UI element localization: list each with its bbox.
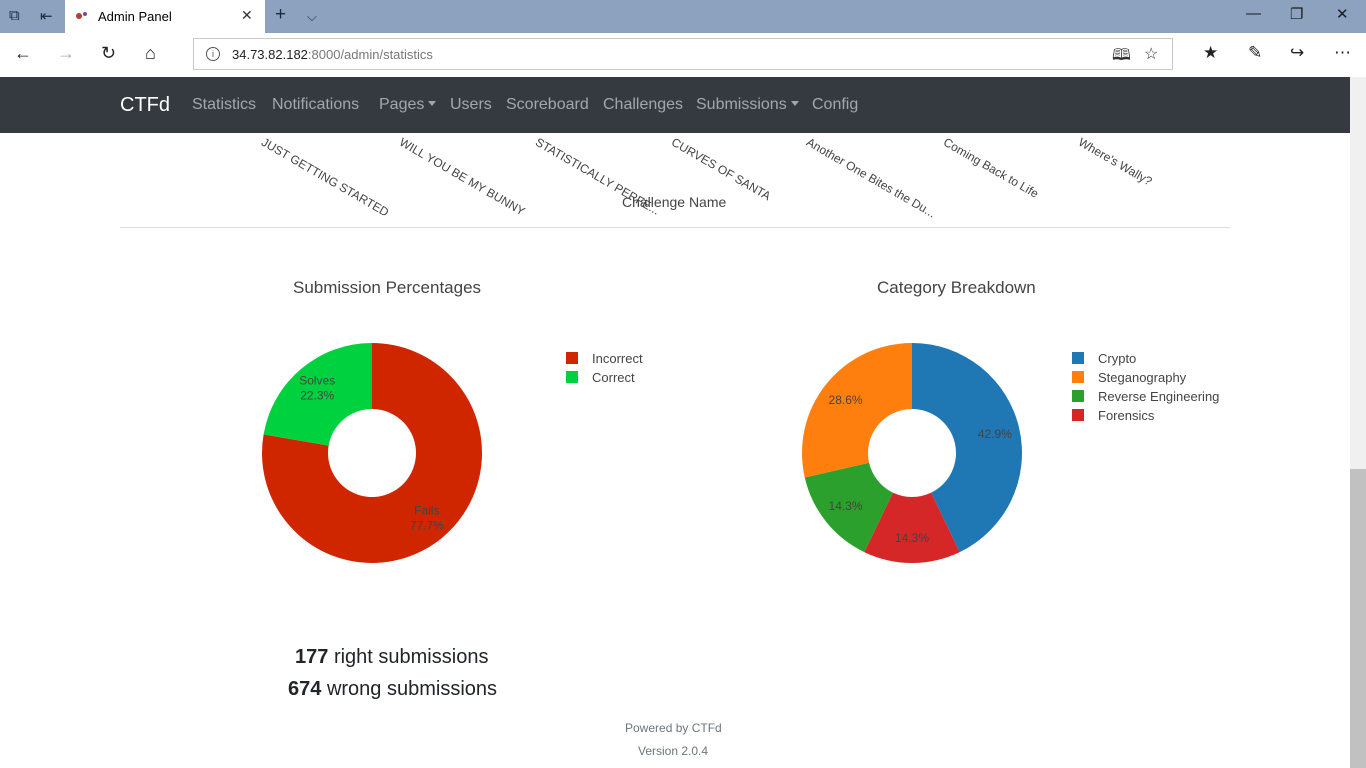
legend-item-incorrect[interactable]: Incorrect xyxy=(566,351,643,366)
legend-swatch xyxy=(1072,371,1084,383)
pie-slice-steganography[interactable] xyxy=(802,343,912,478)
site-info-icon[interactable]: i xyxy=(206,47,220,61)
x-tick-label: Another One Bites the Du... xyxy=(804,135,939,221)
browser-tab-active[interactable]: Admin Panel ✕ xyxy=(65,0,265,33)
page-scrollbar[interactable] xyxy=(1350,77,1366,768)
legend-item-reverse-engineering[interactable]: Reverse Engineering xyxy=(1072,389,1219,404)
pie-slice-label: 14.3% xyxy=(895,531,929,545)
x-tick-label: WILL YOU BE MY BUNNY xyxy=(397,135,528,219)
wrong-submissions-stat: 674 wrong submissions xyxy=(288,678,498,700)
pie-slice-label: 28.6% xyxy=(829,393,863,407)
legend-item-crypto[interactable]: Crypto xyxy=(1072,351,1136,366)
chevron-down-icon xyxy=(428,101,437,106)
share-icon[interactable]: ↪ xyxy=(1290,43,1305,62)
chevron-down-icon xyxy=(790,101,799,106)
pie-slice-solves[interactable] xyxy=(263,343,372,446)
nav-statistics[interactable]: Statistics xyxy=(192,96,257,113)
chart-title-submissions: Submission Percentages xyxy=(293,278,482,297)
legend-swatch xyxy=(1072,409,1084,421)
tab-list-chevron-icon[interactable]: ⌵ xyxy=(307,9,317,24)
refresh-icon[interactable]: ↻ xyxy=(101,43,117,63)
scrollbar-thumb[interactable] xyxy=(1350,469,1366,768)
url-field[interactable]: i 34.73.82.182:8000/admin/statistics 🕮 ☆ xyxy=(193,38,1173,70)
ctfd-navbar: CTFd Statistics Notifications Pages User… xyxy=(0,77,1350,133)
pen-notes-icon[interactable]: ✎ xyxy=(1248,43,1263,62)
legend-item-steganography[interactable]: Steganography xyxy=(1072,370,1186,385)
forward-icon[interactable]: → xyxy=(57,43,75,63)
section-divider xyxy=(120,227,1230,228)
nav-users[interactable]: Users xyxy=(450,96,492,113)
pie-slice-label: Fails xyxy=(414,503,439,517)
favorite-star-icon[interactable]: ☆ xyxy=(1144,46,1159,63)
pie-slice-forensics[interactable] xyxy=(864,492,960,563)
favorites-hub-icon[interactable]: ★ xyxy=(1203,43,1219,62)
tab-title: Admin Panel xyxy=(98,9,172,24)
nav-notifications[interactable]: Notifications xyxy=(272,96,360,113)
restore-icon[interactable]: ❐ xyxy=(1290,6,1304,23)
x-tick-label: JUST GETTING STARTED xyxy=(259,135,392,220)
pie-slice-label: Solves xyxy=(299,374,335,388)
legend-swatch xyxy=(1072,352,1084,364)
x-axis-title: Challenge Name xyxy=(622,194,727,210)
pie-slice-label: 14.3% xyxy=(829,499,863,513)
category-breakdown-donut: 42.9% 14.3% 14.3% 28.6% xyxy=(802,343,1022,563)
right-submissions-stat: 177 right submissions xyxy=(295,646,489,668)
footer-powered-by[interactable]: Powered by CTFd xyxy=(625,721,722,735)
url-text: 34.73.82.182:8000/admin/statistics xyxy=(232,47,433,62)
home-icon[interactable]: ⌂ xyxy=(145,43,156,63)
minimize-icon[interactable]: — xyxy=(1246,5,1261,22)
nav-challenges[interactable]: Challenges xyxy=(603,96,684,113)
close-window-icon[interactable]: ✕ xyxy=(1336,6,1349,23)
legend-swatch xyxy=(566,371,578,383)
footer-version: Version 2.0.4 xyxy=(638,744,709,758)
browser-tab-bar: ⧉ ⇤ Admin Panel ✕ + ⌵ — ❐ ✕ xyxy=(0,0,1366,33)
legend-item-forensics[interactable]: Forensics xyxy=(1072,408,1154,423)
back-icon[interactable]: ← xyxy=(14,43,32,63)
x-tick-label: CURVES OF SANTA xyxy=(669,135,774,204)
nav-submissions[interactable]: Submissions xyxy=(696,96,799,114)
more-menu-icon[interactable]: ⋯ xyxy=(1334,43,1351,62)
pie-slice-crypto[interactable] xyxy=(912,343,1022,553)
x-tick-label: Where's Wally? xyxy=(1076,135,1155,189)
tab-manager-icon[interactable]: ⧉ xyxy=(9,7,20,24)
pie-slice-label: 42.9% xyxy=(978,427,1012,441)
chart-title-categories: Category Breakdown xyxy=(877,278,1036,297)
pie-slice-fails[interactable] xyxy=(262,343,482,563)
address-toolbar: ← → ↻ ⌂ i 34.73.82.182:8000/admin/statis… xyxy=(0,33,1366,78)
legend-swatch xyxy=(566,352,578,364)
pie-slice-reverse-engineering[interactable] xyxy=(804,462,893,553)
x-tick-label: Coming Back to Life xyxy=(941,135,1042,201)
reading-view-icon[interactable]: 🕮 xyxy=(1112,47,1131,64)
legend-item-correct[interactable]: Correct xyxy=(566,370,635,385)
nav-config[interactable]: Config xyxy=(812,96,859,113)
nav-scoreboard[interactable]: Scoreboard xyxy=(506,96,589,113)
pie-slice-label: 77.7% xyxy=(410,518,444,532)
new-tab-icon[interactable]: + xyxy=(275,4,287,25)
pie-slice-label: 22.3% xyxy=(300,389,334,403)
nav-pages[interactable]: Pages xyxy=(379,96,437,114)
set-tabs-aside-icon[interactable]: ⇤ xyxy=(40,8,53,25)
brand-logo[interactable]: CTFd xyxy=(120,94,170,116)
statistics-content: JUST GETTING STARTED WILL YOU BE MY BUNN… xyxy=(0,133,1350,768)
tab-close-icon[interactable]: ✕ xyxy=(241,7,253,23)
legend-swatch xyxy=(1072,390,1084,402)
ctfd-favicon-icon xyxy=(76,12,87,19)
